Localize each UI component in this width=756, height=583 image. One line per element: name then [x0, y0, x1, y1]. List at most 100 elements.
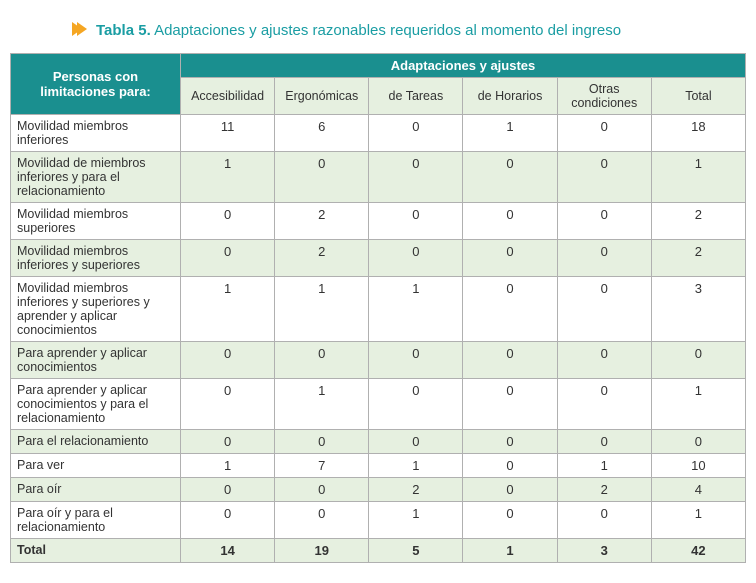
- cell: 1: [275, 277, 369, 342]
- table-row: Movilidad de miembros inferiores y para …: [11, 152, 746, 203]
- row-label: Para oír: [11, 478, 181, 502]
- cell: 0: [557, 342, 651, 379]
- cell: 2: [275, 203, 369, 240]
- title-prefix: Tabla 5.: [96, 22, 151, 39]
- cell: 1: [651, 379, 745, 430]
- header-rowlabel: Personas con limitaciones para:: [11, 54, 181, 115]
- cell: 2: [275, 240, 369, 277]
- col-otras: Otras condiciones: [557, 78, 651, 115]
- cell: 10: [651, 454, 745, 478]
- cell: 0: [275, 152, 369, 203]
- cell: 0: [463, 277, 557, 342]
- cell: 1: [557, 454, 651, 478]
- cell: 1: [651, 152, 745, 203]
- cell: 1: [181, 152, 275, 203]
- cell: 1: [181, 277, 275, 342]
- cell: 0: [651, 342, 745, 379]
- table-row: Para oír y para el relacionamiento001001: [11, 502, 746, 539]
- cell: 3: [651, 277, 745, 342]
- cell: 0: [463, 240, 557, 277]
- cell: 0: [557, 379, 651, 430]
- cell: 18: [651, 115, 745, 152]
- cell: 4: [651, 478, 745, 502]
- cell: 0: [369, 152, 463, 203]
- table-row: Movilidad miembros superiores020002: [11, 203, 746, 240]
- cell: 0: [557, 203, 651, 240]
- cell: 2: [651, 240, 745, 277]
- cell: 0: [557, 430, 651, 454]
- cell: 0: [463, 342, 557, 379]
- row-label: Movilidad miembros inferiores: [11, 115, 181, 152]
- total-label: Total: [11, 539, 181, 563]
- cell: 0: [557, 240, 651, 277]
- cell: 0: [463, 454, 557, 478]
- cell: 0: [369, 240, 463, 277]
- cell: 0: [181, 379, 275, 430]
- cell: 0: [369, 203, 463, 240]
- cell: 6: [275, 115, 369, 152]
- total-cell: 19: [275, 539, 369, 563]
- total-cell: 3: [557, 539, 651, 563]
- cell: 7: [275, 454, 369, 478]
- cell: 0: [651, 430, 745, 454]
- col-total: Total: [651, 78, 745, 115]
- cell: 1: [275, 379, 369, 430]
- cell: 2: [369, 478, 463, 502]
- total-row: Total141951342: [11, 539, 746, 563]
- cell: 0: [181, 203, 275, 240]
- row-label: Para aprender y aplicar conocimientos y …: [11, 379, 181, 430]
- cell: 0: [463, 478, 557, 502]
- table-row: Para oír002024: [11, 478, 746, 502]
- row-label: Para oír y para el relacionamiento: [11, 502, 181, 539]
- cell: 1: [369, 277, 463, 342]
- table-row: Para ver1710110: [11, 454, 746, 478]
- cell: 0: [557, 502, 651, 539]
- cell: 0: [181, 502, 275, 539]
- total-cell: 14: [181, 539, 275, 563]
- cell: 0: [181, 342, 275, 379]
- cell: 1: [463, 115, 557, 152]
- cell: 0: [181, 478, 275, 502]
- table-row: Movilidad miembros inferiores y superior…: [11, 277, 746, 342]
- cell: 0: [369, 430, 463, 454]
- row-label: Movilidad de miembros inferiores y para …: [11, 152, 181, 203]
- cell: 11: [181, 115, 275, 152]
- col-ergonomicas: Ergonómicas: [275, 78, 369, 115]
- title-rest: Adaptaciones y ajustes razonables requer…: [151, 22, 621, 39]
- table-body: Movilidad miembros inferiores11601018Mov…: [11, 115, 746, 563]
- cell: 0: [369, 342, 463, 379]
- cell: 2: [651, 203, 745, 240]
- cell: 0: [275, 478, 369, 502]
- table-row: Para el relacionamiento000000: [11, 430, 746, 454]
- col-horarios: de Horarios: [463, 78, 557, 115]
- cell: 0: [557, 277, 651, 342]
- cell: 0: [275, 342, 369, 379]
- table-row: Movilidad miembros inferiores y superior…: [11, 240, 746, 277]
- cell: 2: [557, 478, 651, 502]
- cell: 1: [369, 502, 463, 539]
- table-row: Para aprender y aplicar conocimientos y …: [11, 379, 746, 430]
- adaptations-table: Personas con limitaciones para: Adaptaci…: [10, 53, 746, 563]
- cell: 0: [181, 430, 275, 454]
- row-label: Para aprender y aplicar conocimientos: [11, 342, 181, 379]
- cell: 0: [463, 430, 557, 454]
- table-row: Para aprender y aplicar conocimientos000…: [11, 342, 746, 379]
- cell: 0: [463, 502, 557, 539]
- cell: 0: [369, 115, 463, 152]
- table-title: Tabla 5. Adaptaciones y ajustes razonabl…: [70, 20, 746, 41]
- cell: 0: [463, 152, 557, 203]
- col-accesibilidad: Accesibilidad: [181, 78, 275, 115]
- cell: 0: [557, 152, 651, 203]
- cell: 0: [275, 430, 369, 454]
- cell: 0: [463, 379, 557, 430]
- row-label: Movilidad miembros superiores: [11, 203, 181, 240]
- row-label: Movilidad miembros inferiores y superior…: [11, 277, 181, 342]
- col-tareas: de Tareas: [369, 78, 463, 115]
- table-row: Movilidad miembros inferiores11601018: [11, 115, 746, 152]
- cell: 0: [557, 115, 651, 152]
- cell: 1: [651, 502, 745, 539]
- cell: 0: [181, 240, 275, 277]
- cell: 0: [463, 203, 557, 240]
- total-cell: 42: [651, 539, 745, 563]
- cell: 1: [181, 454, 275, 478]
